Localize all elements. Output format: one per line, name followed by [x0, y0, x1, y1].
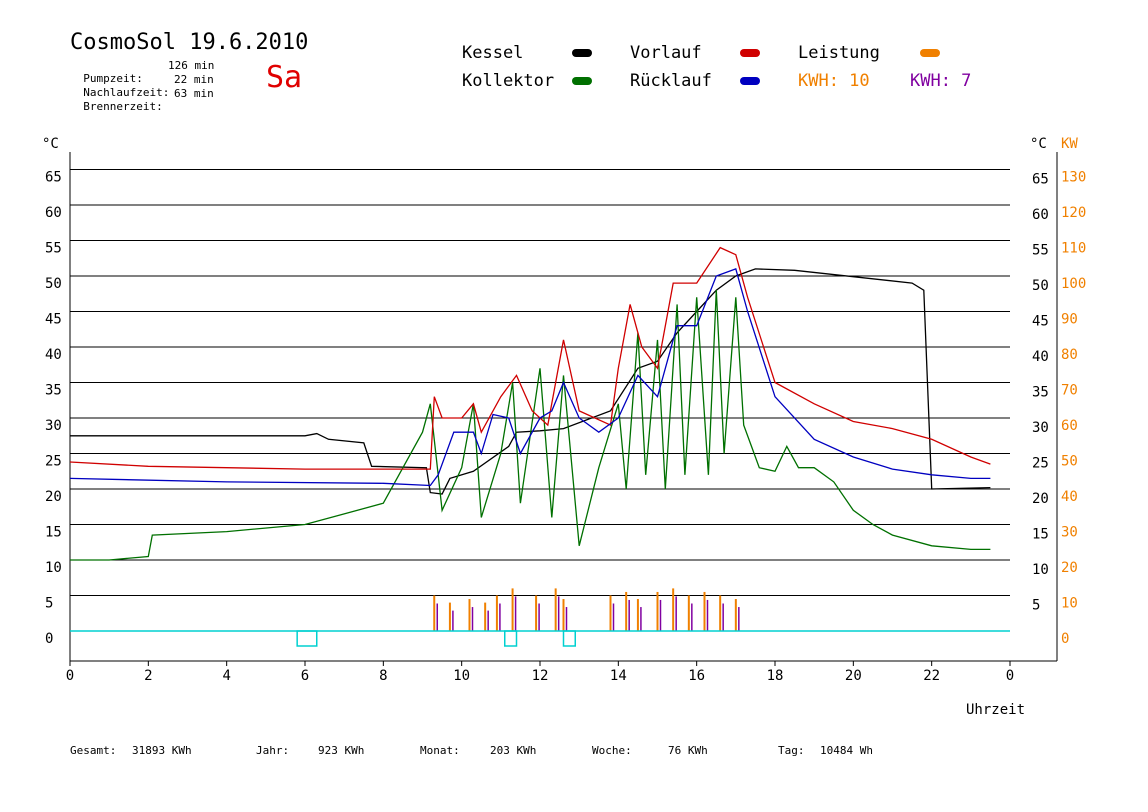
y-tick-label-right-kw: 120 [1061, 205, 1086, 221]
pump-on-marker [504, 630, 518, 647]
footer-tag-label: Tag: [778, 744, 805, 757]
y-tick-label-right-c: 50 [1032, 278, 1049, 294]
x-tick-label: 6 [301, 668, 309, 684]
y-tick-label-left: 15 [45, 525, 62, 541]
series-vorlauf [69, 246, 991, 470]
y-unit-right-kw: KW [1061, 136, 1078, 152]
x-tick-label: 14 [610, 668, 627, 684]
pump-on-marker [296, 630, 318, 647]
y-tick-label-right-c: 45 [1032, 314, 1049, 330]
stat-value: 126 min [168, 59, 215, 72]
y-tick-label-left: 45 [45, 312, 62, 328]
y-tick-label-left: 5 [45, 596, 53, 612]
y-tick-label-right-c: 25 [1032, 456, 1049, 472]
chart-title: CosmoSol 19.6.2010 [70, 30, 309, 55]
legend-kessel-label: Kessel [462, 43, 524, 63]
legend-kwh-solar: KWH: 7 [910, 71, 972, 91]
stat-label: Brennerzeit: [83, 100, 163, 113]
pump-on-marker [562, 630, 576, 647]
stat-value: 22 min [174, 73, 214, 86]
x-tick-label: 0 [66, 668, 74, 684]
legend-kessel-swatch [572, 49, 592, 57]
footer-jahr-value: 923 KWh [318, 744, 365, 757]
x-tick-label: 22 [923, 668, 940, 684]
x-tick-label: 12 [532, 668, 549, 684]
y-tick-label-right-kw: 110 [1061, 241, 1086, 257]
series-kollektor [70, 290, 991, 561]
legend-ruecklauf-label: Rücklauf [630, 71, 712, 91]
y-tick-label-right-kw: 30 [1061, 525, 1078, 541]
y-tick-label-left: 60 [45, 205, 62, 221]
series-kessel [70, 268, 991, 495]
y-tick-label-left: 25 [45, 454, 62, 470]
x-tick-label: 4 [222, 668, 230, 684]
legend-leistung-swatch [920, 49, 940, 57]
y-tick-label-right-c: 60 [1032, 207, 1049, 223]
footer-gesamt-label: Gesamt: [70, 744, 117, 757]
y-tick-label-left: 30 [45, 418, 62, 434]
y-tick-label-left: 55 [45, 241, 62, 257]
footer-tag-value: 10484 Wh [820, 744, 873, 757]
series-ruecklauf [69, 268, 991, 487]
y-tick-label-left: 65 [45, 170, 62, 186]
stat-value: 63 min [174, 87, 214, 100]
y-tick-label-right-c: 40 [1032, 349, 1049, 365]
stat-label: Nachlaufzeit: [83, 86, 170, 99]
y-tick-label-right-kw: 20 [1061, 560, 1078, 576]
y-tick-label-right-c: 5 [1032, 598, 1040, 614]
y-tick-label-right-kw: 80 [1061, 347, 1078, 363]
footer-gesamt-value: 31893 KWh [132, 744, 192, 757]
legend-kollektor-label: Kollektor [462, 71, 555, 91]
y-tick-label-right-kw: 0 [1061, 631, 1069, 647]
legend-kollektor-swatch [572, 77, 592, 85]
footer-woche-value: 76 KWh [668, 744, 708, 757]
y-tick-label-right-kw: 100 [1061, 276, 1086, 292]
y-tick-label-right-kw: 70 [1061, 383, 1078, 399]
x-tick-label: 0 [1006, 668, 1014, 684]
footer-jahr-label: Jahr: [256, 744, 290, 757]
x-tick-label: 20 [845, 668, 862, 684]
y-unit-left: °C [42, 136, 59, 152]
y-unit-right-c: °C [1030, 136, 1047, 152]
weekday-label: Sa [266, 60, 303, 95]
y-tick-label-left: 35 [45, 383, 62, 399]
y-tick-label-right-kw: 40 [1061, 489, 1078, 505]
legend-kwh-total: KWH: 10 [798, 71, 870, 91]
stat-label: Pumpzeit: [83, 72, 143, 85]
y-tick-label-right-kw: 90 [1061, 312, 1078, 328]
y-tick-label-right-kw: 10 [1061, 596, 1078, 612]
y-tick-label-left: 10 [45, 560, 62, 576]
y-tick-label-right-c: 35 [1032, 385, 1049, 401]
y-tick-label-right-kw: 50 [1061, 454, 1078, 470]
y-tick-label-right-c: 65 [1032, 172, 1049, 188]
y-tick-label-right-c: 10 [1032, 562, 1049, 578]
legend-vorlauf-swatch [740, 49, 760, 57]
footer-monat-label: Monat: [420, 744, 460, 757]
stat-brennerzeit: Brennerzeit: 63 min [70, 87, 214, 126]
legend-ruecklauf-swatch [740, 77, 760, 85]
y-tick-label-right-kw: 130 [1061, 170, 1086, 186]
y-tick-label-right-c: 30 [1032, 420, 1049, 436]
x-tick-label: 16 [688, 668, 705, 684]
y-tick-label-right-c: 15 [1032, 527, 1049, 543]
x-tick-label: 8 [379, 668, 387, 684]
x-tick-label: 2 [144, 668, 152, 684]
y-tick-label-right-c: 55 [1032, 243, 1049, 259]
y-tick-label-left: 0 [45, 631, 53, 647]
y-tick-label-right-kw: 60 [1061, 418, 1078, 434]
y-tick-label-left: 20 [45, 489, 62, 505]
footer-monat-value: 203 KWh [490, 744, 537, 757]
footer-woche-label: Woche: [592, 744, 632, 757]
legend-vorlauf-label: Vorlauf [630, 43, 702, 63]
y-tick-label-right-c: 20 [1032, 491, 1049, 507]
x-axis-label: Uhrzeit [966, 702, 1026, 718]
y-tick-label-left: 50 [45, 276, 62, 292]
x-tick-label: 18 [767, 668, 784, 684]
legend-leistung-label: Leistung [798, 43, 880, 63]
stat-nachlaufzeit: Nachlaufzeit: 22 min [70, 73, 214, 112]
y-tick-label-left: 40 [45, 347, 62, 363]
x-tick-label: 10 [453, 668, 470, 684]
stat-pumpzeit: Pumpzeit: 126 min [70, 59, 214, 98]
